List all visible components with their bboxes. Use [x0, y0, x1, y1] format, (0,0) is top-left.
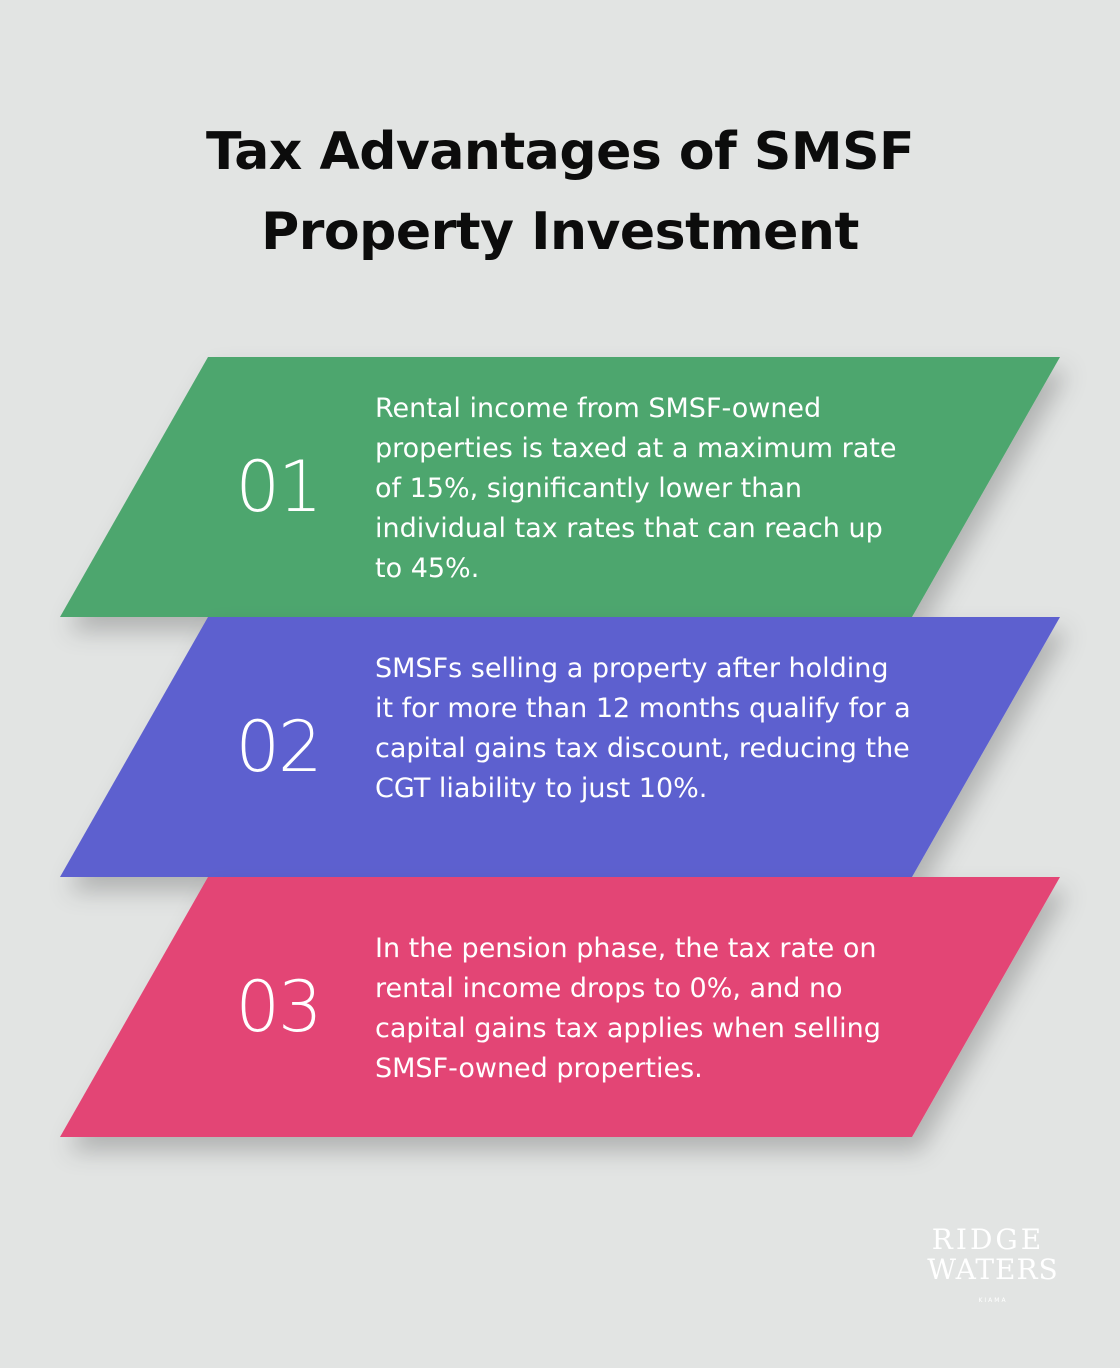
page-title-line-2: Property Investment	[261, 202, 859, 262]
step-card-01: 01 Rental income from SMSF-owned propert…	[60, 357, 1060, 617]
step-02-number: 02	[235, 706, 322, 788]
step-01-text: Rental income from SMSF-owned properties…	[375, 393, 897, 584]
step-01-number: 01	[235, 446, 322, 528]
step-02-parallelogram	[60, 617, 1060, 877]
brand-logo: RIDGE WATERS KIAMA	[918, 1222, 1068, 1312]
step-card-03: 03 In the pension phase, the tax rate on…	[60, 877, 1060, 1137]
step-01-parallelogram	[60, 357, 1060, 617]
page-title: Tax Advantages of SMSF Property Investme…	[0, 112, 1120, 272]
brand-logo-line-3: KIAMA	[978, 1297, 1008, 1304]
step-03-parallelogram	[60, 877, 1060, 1137]
brand-logo-line-1: RIDGE	[931, 1223, 1045, 1256]
page-title-line-1: Tax Advantages of SMSF	[205, 122, 915, 182]
step-03-number: 03	[235, 966, 322, 1048]
brand-logo-line-2: WATERS	[927, 1253, 1059, 1286]
step-02-text: SMSFs selling a property after holding i…	[375, 653, 911, 804]
step-03-text: In the pension phase, the tax rate on re…	[375, 933, 881, 1084]
step-card-02: 02 SMSFs selling a property after holdin…	[60, 617, 1060, 877]
